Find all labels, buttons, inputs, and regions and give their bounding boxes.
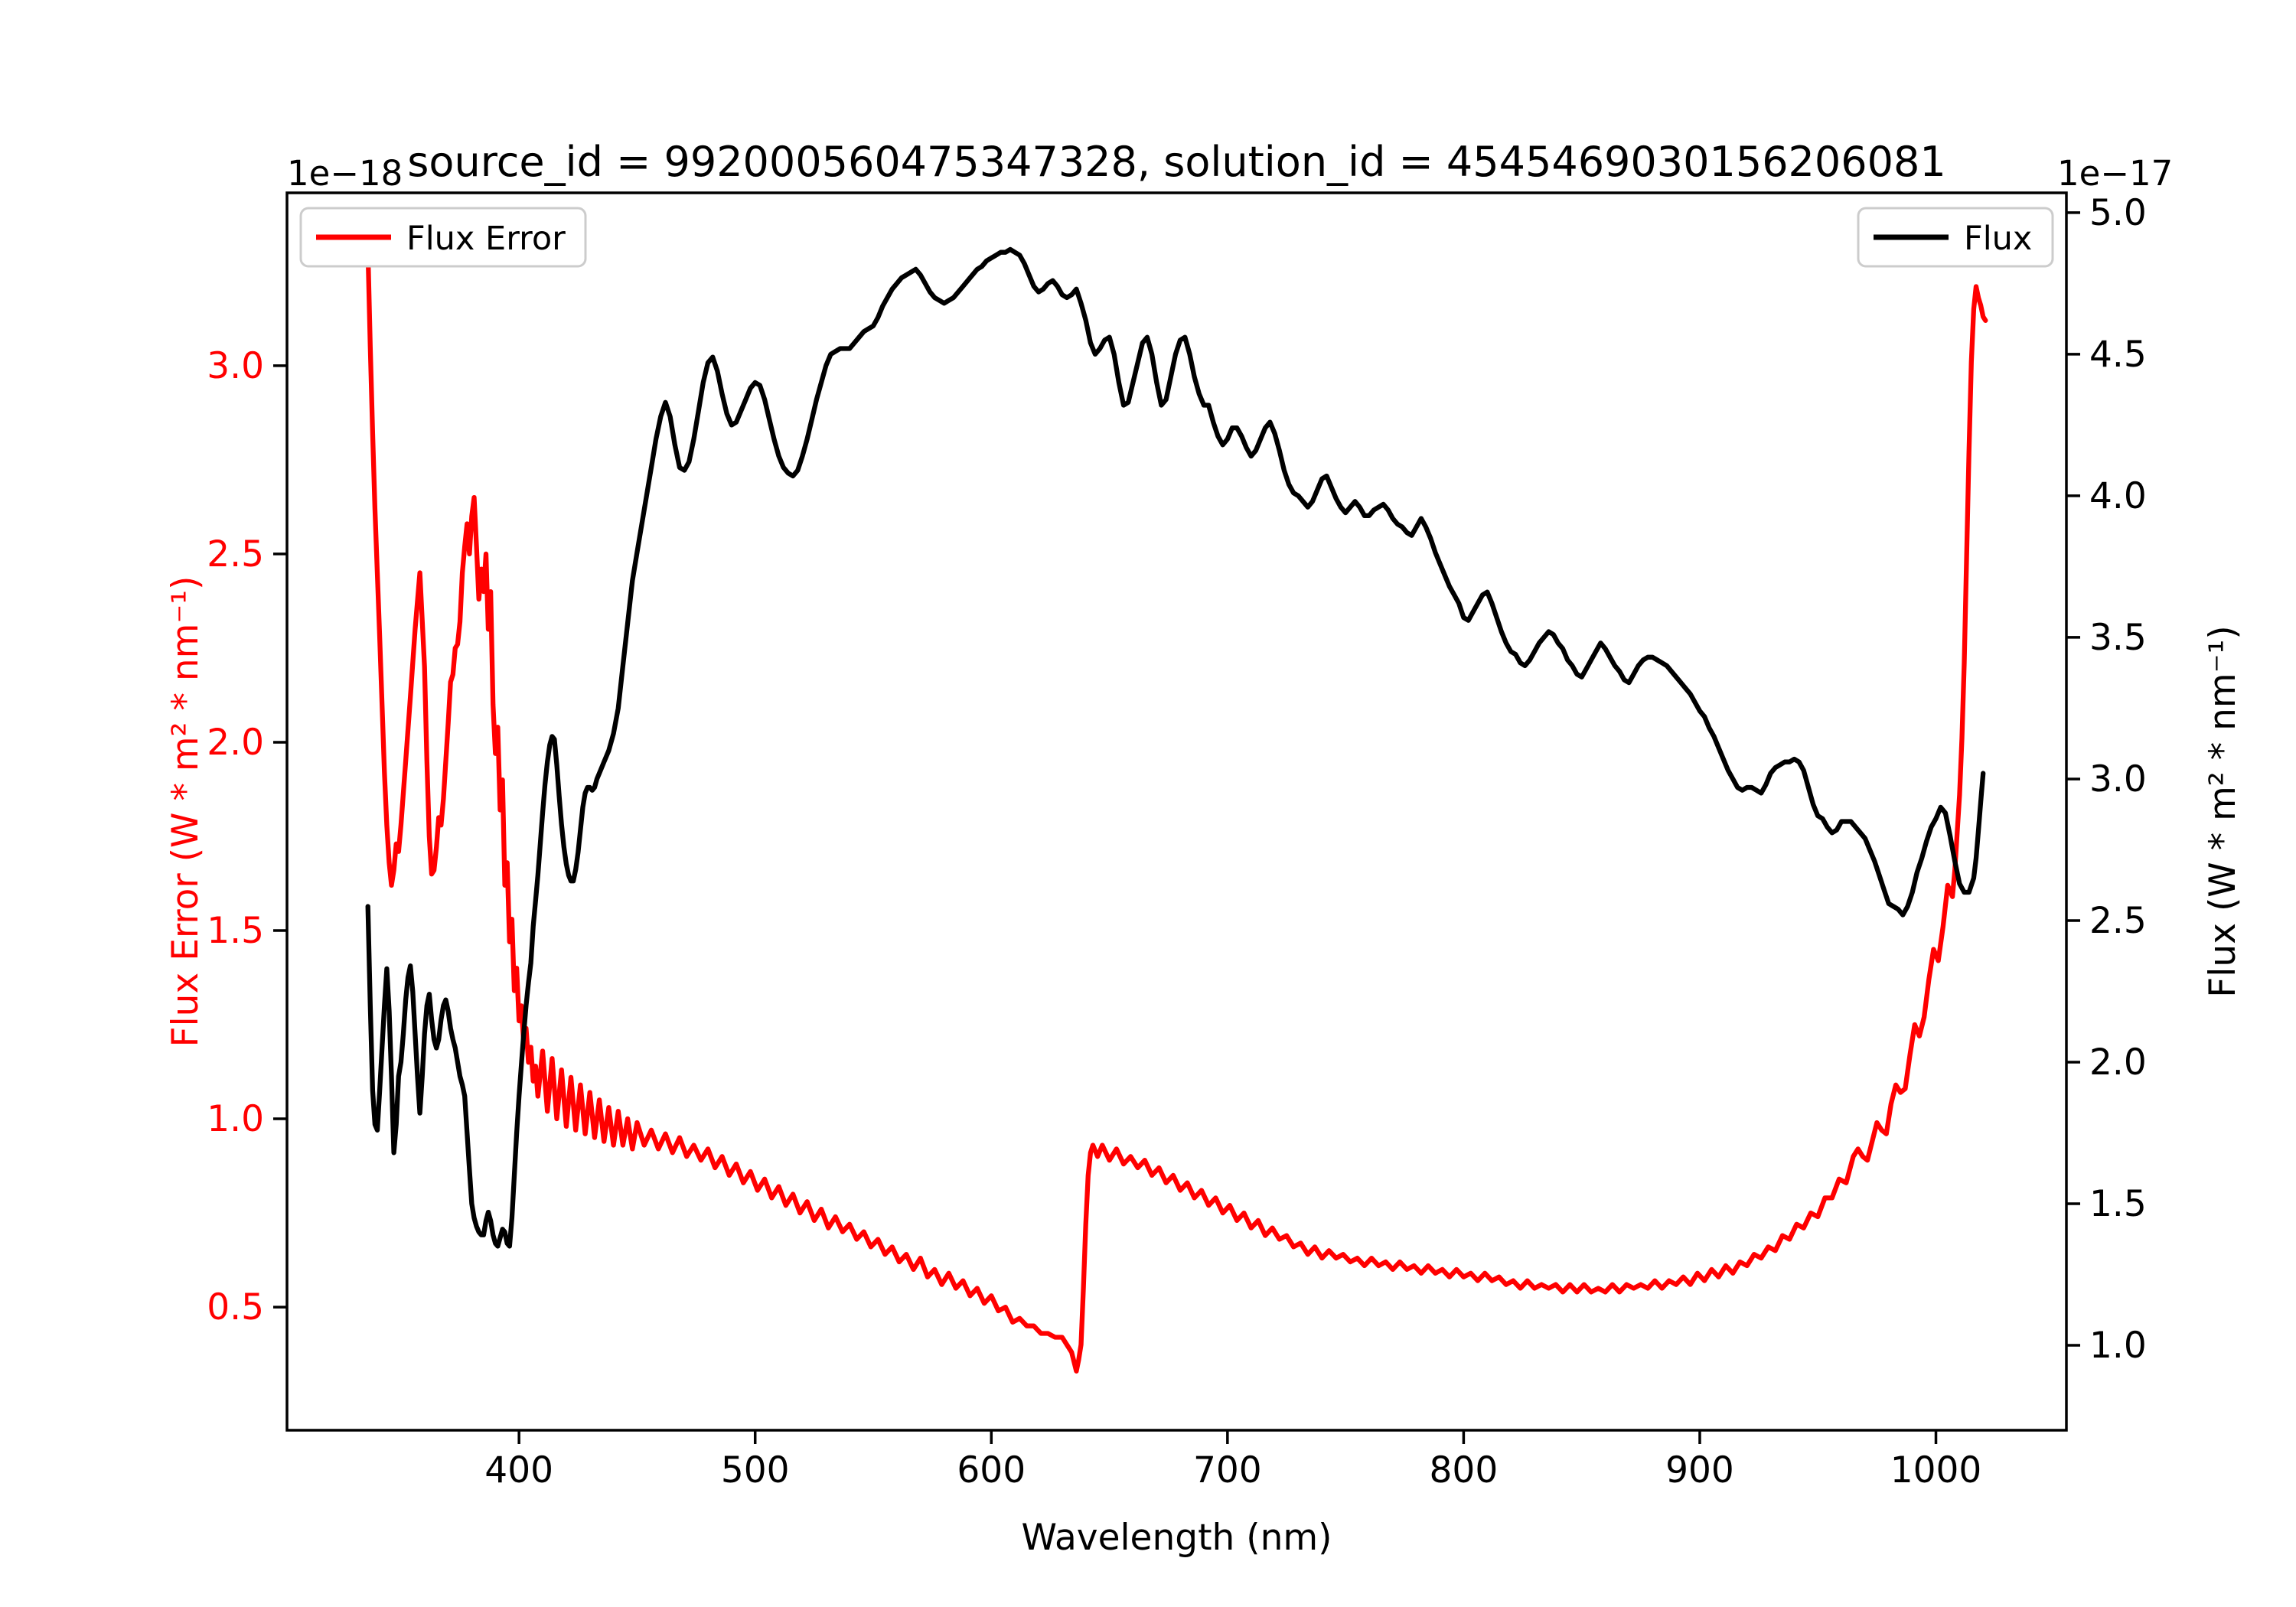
x-tick-label: 400	[484, 1449, 553, 1491]
right-tick-label: 5.0	[2089, 192, 2147, 234]
right-tick-label: 3.5	[2089, 617, 2147, 659]
left-y-axis: 0.5 1.0 1.5 2.0 2.5 3.0 Flux Error (W * m² * n…	[165, 153, 403, 1328]
legend-box	[1857, 207, 2054, 268]
right-tick-label: 2.5	[2089, 900, 2147, 942]
left-tick-label: 1.5	[207, 910, 264, 952]
left-tick-label: 0.5	[207, 1286, 264, 1328]
legend-flux: Flux	[1857, 207, 2054, 268]
chart-title: source_id = 992000560475347328, solution…	[407, 138, 1945, 186]
left-tick-label: 2.5	[207, 533, 264, 575]
x-tick-label: 700	[1193, 1449, 1262, 1491]
left-tick-label: 2.0	[207, 722, 264, 764]
x-tick-label: 900	[1665, 1449, 1734, 1491]
x-tick-label: 600	[957, 1449, 1026, 1491]
left-y-axis-label: Flux Error (W * m² * nm⁻¹)	[165, 576, 207, 1048]
series-line-flux-error	[365, 246, 1988, 1374]
x-axis-label: Wavelength (nm)	[1022, 1517, 1332, 1559]
right-tick-label: 1.5	[2089, 1183, 2147, 1225]
legend-label: Flux	[1964, 220, 2032, 258]
right-y-axis-label: Flux (W * m² * nm⁻¹)	[2202, 625, 2244, 997]
right-tick-label: 4.0	[2089, 475, 2147, 517]
x-tick-label: 800	[1430, 1449, 1499, 1491]
legend-flux-error: Flux Error	[299, 207, 587, 268]
series-line-flux	[365, 246, 1986, 1249]
left-tick-label: 1.0	[207, 1098, 264, 1140]
left-offset-text: 1e−18	[287, 153, 403, 194]
right-tick-label: 2.0	[2089, 1041, 2147, 1084]
x-tick-label: 1000	[1890, 1449, 1982, 1491]
left-tick-label: 3.0	[207, 345, 264, 387]
x-tick-label: 500	[721, 1449, 790, 1491]
right-tick-label: 3.0	[2089, 758, 2147, 800]
right-tick-label: 4.5	[2089, 334, 2147, 376]
right-tick-label: 1.0	[2089, 1325, 2147, 1367]
x-axis: 400 500 600 700 800 900 1000 Wavelength (nm)	[484, 1430, 1981, 1559]
axes-spines	[285, 191, 2068, 1432]
right-y-axis: 1.0 1.5 2.0 2.5 3.0 3.5 4.0 4.5 5.0 Flux (W * m² …	[2057, 153, 2244, 1367]
right-offset-text: 1e−17	[2057, 153, 2173, 194]
legend-box	[299, 207, 587, 268]
legend-label: Flux Error	[406, 220, 566, 258]
